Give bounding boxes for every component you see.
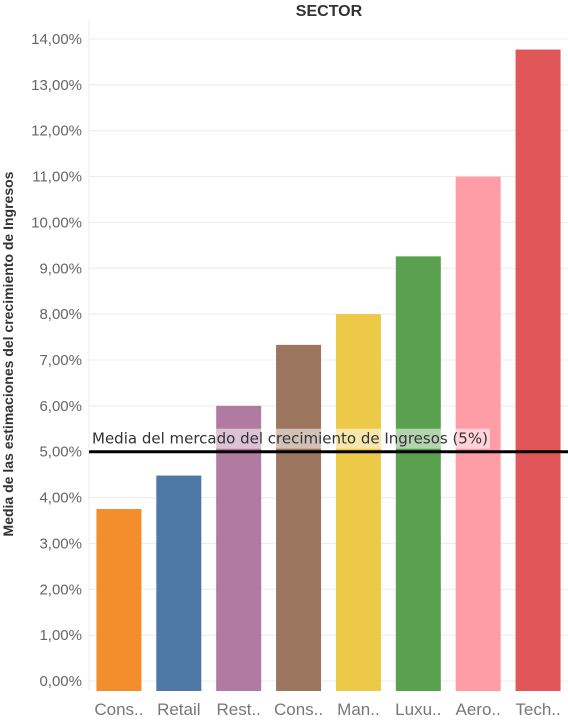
y-axis-label: Media de las estimaciones del crecimient… bbox=[0, 171, 16, 536]
reference-line-label: Media del mercado del crecimiento de Ing… bbox=[92, 430, 488, 448]
x-tick-label: Retail bbox=[157, 700, 200, 719]
y-tick-label: 2,00% bbox=[39, 581, 82, 598]
x-tick-label: Aero.. bbox=[456, 700, 501, 719]
y-tick-label: 7,00% bbox=[39, 352, 82, 369]
chart-title: SECTOR bbox=[296, 3, 363, 20]
reference-line-group: Media del mercado del crecimiento de Ing… bbox=[89, 428, 568, 454]
y-tick-label: 0,00% bbox=[39, 673, 82, 690]
y-tick-label: 6,00% bbox=[39, 398, 82, 415]
y-tick-label: 3,00% bbox=[39, 535, 82, 552]
y-axis-ticks: 0,00% 1,00% 2,00% 3,00% 4,00% 5,00% 6,00% 7,00%… bbox=[31, 31, 82, 690]
bar bbox=[395, 256, 441, 691]
bar bbox=[156, 475, 202, 691]
x-tick-label: Man.. bbox=[337, 700, 380, 719]
reference-line-label-background bbox=[90, 428, 490, 449]
x-tick-label: Cons.. bbox=[94, 700, 143, 719]
y-tick-label: 8,00% bbox=[39, 306, 82, 323]
y-tick-label: 14,00% bbox=[31, 31, 82, 48]
bars bbox=[96, 49, 561, 692]
x-tick-label: Rest.. bbox=[216, 700, 260, 719]
bar bbox=[276, 344, 322, 691]
y-tick-label: 1,00% bbox=[39, 627, 82, 644]
x-tick-label: Cons.. bbox=[274, 700, 323, 719]
x-tick-label: Tech.. bbox=[515, 700, 560, 719]
y-tick-label: 10,00% bbox=[31, 214, 82, 231]
y-tick-label: 9,00% bbox=[39, 260, 82, 277]
bar bbox=[96, 509, 142, 691]
x-axis-ticks: Cons.. Retail Rest.. Cons.. Man.. Luxu.. Aero.… bbox=[94, 700, 560, 719]
bar bbox=[515, 49, 561, 692]
y-tick-label: 13,00% bbox=[31, 77, 82, 94]
bar bbox=[335, 314, 381, 691]
bar bbox=[216, 405, 262, 691]
y-tick-label: 11,00% bbox=[32, 169, 82, 186]
y-tick-label: 4,00% bbox=[39, 490, 82, 507]
x-tick-label: Luxu.. bbox=[395, 700, 441, 719]
y-tick-label: 12,00% bbox=[31, 123, 82, 140]
y-tick-label: 5,00% bbox=[39, 444, 82, 461]
